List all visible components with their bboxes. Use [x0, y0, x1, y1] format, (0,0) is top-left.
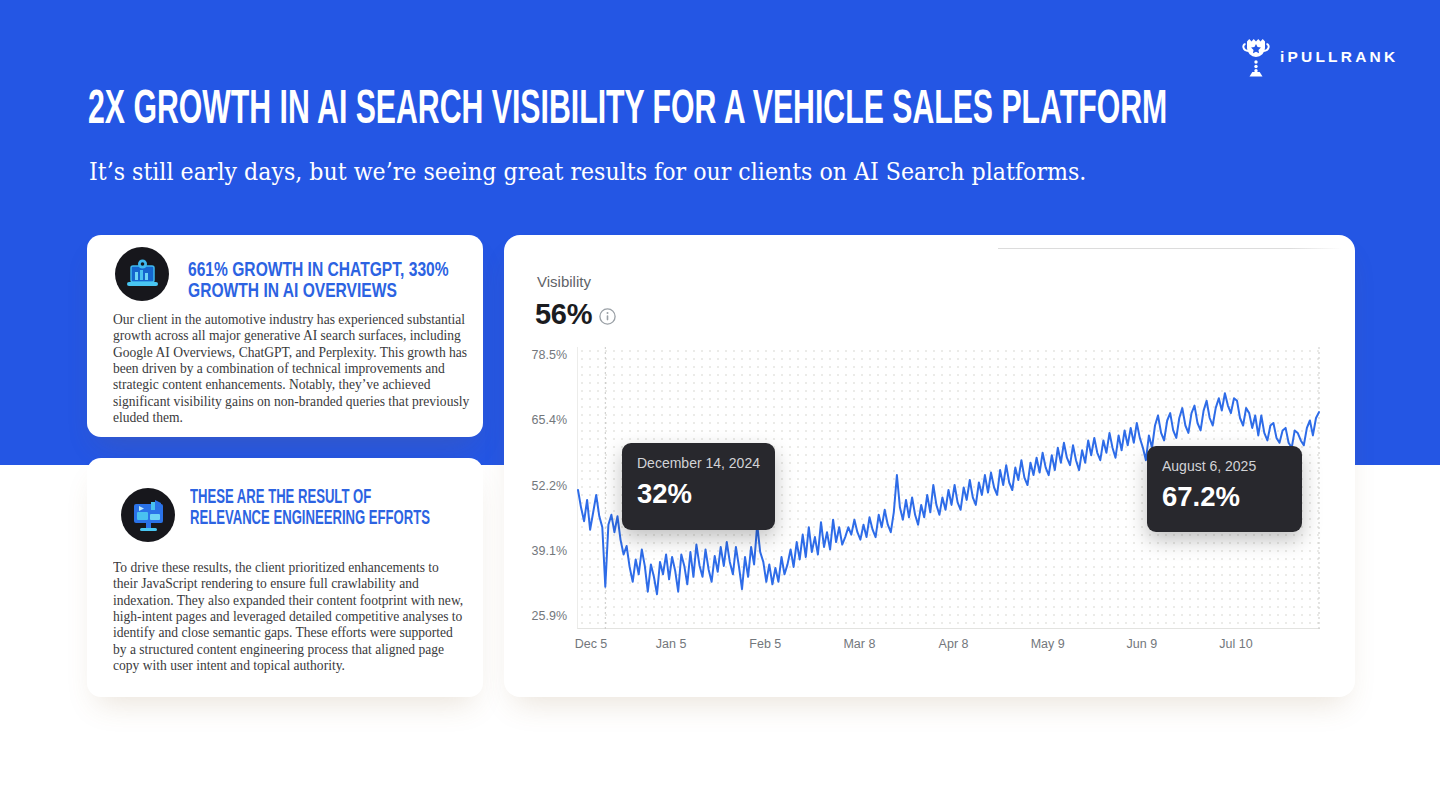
x-axis-tick: Jan 5 [656, 637, 687, 651]
x-axis-tick: May 9 [1031, 637, 1065, 651]
info-icon [599, 308, 616, 325]
y-axis-tick: 25.9% [519, 609, 567, 623]
y-axis-tick: 65.4% [519, 413, 567, 427]
card-body-text: Our client in the automotive industry ha… [113, 311, 474, 425]
visibility-chart-card: Visibility 56% 78.5% 65.4% 52.2% 39.1% 25.9%… [504, 235, 1355, 697]
chart-tooltip-august: August 6, 2025 67.2% [1147, 446, 1302, 532]
stat-card-chatgpt-growth: 661% GROWTH IN CHATGPT, 330% GROWTH IN A… [87, 235, 483, 437]
logo-text: iPULLRANK [1280, 48, 1398, 66]
card-body-text: To drive these results, the client prior… [113, 559, 467, 673]
stat-card-relevance-engineering: THESE ARE THE RESULT OF RELEVANCE ENGINE… [87, 458, 483, 697]
trophy-icon [1240, 37, 1272, 77]
x-axis-tick: Jul 10 [1219, 637, 1252, 651]
x-axis-tick: Feb 5 [749, 637, 781, 651]
chart-metric-label: Visibility [537, 273, 591, 290]
chart-tooltip-december: December 14, 2024 32% [622, 443, 775, 530]
x-axis-tick: Jun 9 [1127, 637, 1158, 651]
y-axis-tick: 52.2% [519, 479, 567, 493]
card-heading: 661% GROWTH IN CHATGPT, 330% GROWTH IN A… [188, 259, 449, 301]
x-axis-tick: Mar 8 [843, 637, 875, 651]
page-subtitle: It’s still early days, but we’re seeing … [89, 157, 1086, 186]
laptop-gear-icon [115, 247, 169, 301]
chart-metric-value: 56% [535, 298, 592, 331]
desktop-monitor-icon [121, 488, 175, 542]
y-axis-tick: 78.5% [519, 348, 567, 362]
separator-line [998, 248, 1342, 249]
page-title: 2X GROWTH IN AI SEARCH VISIBILITY FOR A … [88, 79, 1167, 134]
y-axis-tick: 39.1% [519, 544, 567, 558]
ipullrank-logo: iPULLRANK [1240, 37, 1398, 77]
card-heading: THESE ARE THE RESULT OF RELEVANCE ENGINE… [190, 486, 430, 528]
x-axis-tick: Apr 8 [939, 637, 969, 651]
x-axis-tick: Dec 5 [575, 637, 608, 651]
